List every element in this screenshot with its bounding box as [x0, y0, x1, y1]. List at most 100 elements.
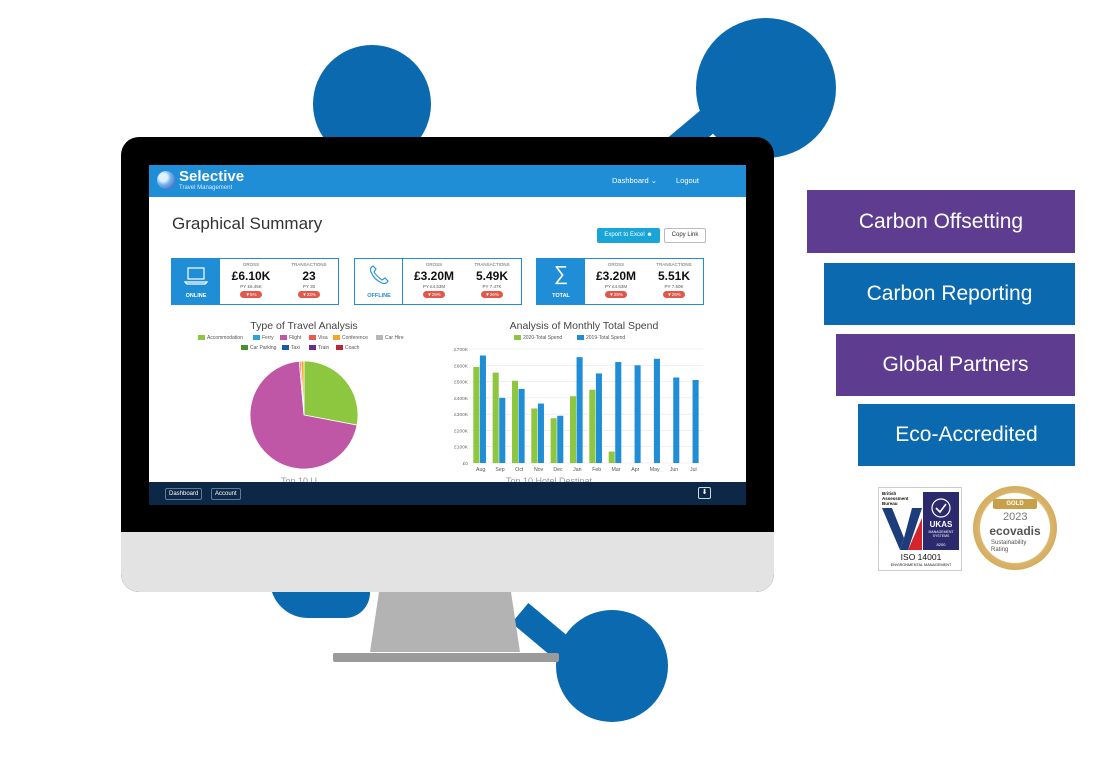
transactions-change-badge: ▼26% — [663, 291, 685, 298]
monitor-stand-neck — [370, 592, 520, 652]
bar-2020-nov[interactable] — [531, 408, 538, 463]
legend-label: Flight — [289, 335, 302, 341]
bar-2019-sep[interactable] — [499, 397, 506, 463]
crown-check-icon — [931, 498, 951, 518]
pie-legend-item[interactable]: Ferry — [253, 335, 274, 341]
bottom-dashboard-button[interactable]: Dashboard — [165, 488, 203, 500]
bar-2019-jun[interactable] — [673, 377, 680, 464]
bar-2020-feb[interactable] — [589, 389, 596, 463]
gross-header: GROSS — [425, 262, 443, 267]
pie-slice-flight[interactable] — [249, 360, 358, 470]
legend-label: 2019-Total Spend — [586, 335, 626, 341]
gold-label: GOLD — [1006, 501, 1024, 507]
kpi-card-total: ∑ TOTAL GROSS £3.20M PY £4.53M ▼29% TRAN… — [536, 258, 704, 305]
nav-dashboard-label: Dashboard — [612, 176, 649, 185]
nav-logout[interactable]: Logout — [676, 176, 699, 185]
legend-label: Coach — [345, 345, 360, 351]
pie-legend-item[interactable]: Car Hire — [376, 335, 404, 341]
transactions-prior-year: PY 7.47K — [482, 284, 502, 289]
x-tick-label: Jan — [573, 467, 581, 473]
cert-bab-line1: British — [882, 491, 897, 496]
pie-legend-item[interactable]: Accommodation — [198, 335, 243, 341]
transactions-value: 23 — [302, 269, 316, 283]
legend-swatch — [198, 335, 205, 341]
x-tick-label: Dec — [553, 467, 563, 473]
legend-label: Ferry — [262, 335, 274, 341]
arrow-down-icon[interactable]: ⬇ — [698, 487, 711, 499]
gross-change-badge: ▼29% — [423, 291, 445, 298]
gross-header: GROSS — [242, 262, 260, 267]
export-excel-button[interactable]: Export to Excel ☻ — [597, 228, 660, 243]
medal-year: 2023 — [1003, 511, 1028, 523]
pie-legend-item[interactable]: Conference — [333, 335, 368, 341]
pie-legend-item[interactable]: Train — [309, 345, 329, 351]
medal-sub2: Rating — [991, 547, 1009, 553]
kpi-card-label: ONLINE — [185, 293, 207, 299]
bar-2019-mar[interactable] — [615, 362, 622, 463]
legend-swatch — [336, 345, 343, 351]
tag-eco-accredited: Eco-Accredited — [858, 404, 1075, 466]
bar-chart-title: Analysis of Monthly Total Spend — [509, 320, 659, 332]
x-tick-label: Jul — [690, 467, 697, 473]
pie-slice-accommodation[interactable] — [303, 360, 359, 426]
legend-label: Accommodation — [207, 335, 243, 341]
kpi-card-side: ∑ TOTAL — [537, 259, 585, 304]
legend-label: Taxi — [291, 345, 300, 351]
brand-subtitle: Travel Management — [179, 185, 233, 191]
pie-legend-item[interactable]: Taxi — [282, 345, 300, 351]
bar-2020-dec[interactable] — [550, 418, 557, 463]
x-tick-label: Oct — [515, 467, 524, 473]
bottom-toolbar: Dashboard Account ⬇ — [149, 482, 746, 505]
transactions-header: TRANSACTIONS — [656, 262, 692, 267]
bar-2019-dec[interactable] — [557, 415, 564, 463]
cert-bab-line2: Assessment — [882, 496, 909, 501]
cert-bab-line3: Bureau — [882, 501, 898, 506]
bar-2019-jul[interactable] — [692, 379, 699, 463]
export-excel-label: Export to Excel — [604, 232, 645, 238]
y-tick-label: £300K — [454, 412, 469, 418]
pie-slice-conference[interactable] — [300, 360, 305, 416]
bar-2019-jan[interactable] — [576, 357, 583, 463]
pie-legend-item[interactable]: Visa — [309, 335, 328, 341]
copy-link-button[interactable]: Copy Link — [664, 228, 706, 243]
bar-2019-may[interactable] — [653, 358, 660, 463]
bar-2020-mar[interactable] — [608, 451, 615, 463]
tag-global-partners: Global Partners — [836, 334, 1075, 396]
transactions-value: 5.51K — [657, 269, 691, 283]
bottom-account-button[interactable]: Account — [211, 488, 241, 500]
gross-change-badge: ▼5% — [240, 291, 262, 298]
tag-carbon-offsetting: Carbon Offsetting — [807, 190, 1075, 253]
bar-2020-sep[interactable] — [492, 372, 499, 463]
transactions-value: 5.49K — [475, 269, 509, 283]
transactions-change-badge: ▼23% — [298, 291, 320, 298]
bar-2019-apr[interactable] — [634, 365, 641, 463]
pie-legend-item[interactable]: Car Parking — [241, 345, 276, 351]
pie-legend-item[interactable]: Flight — [280, 335, 301, 341]
bar-2020-jan[interactable] — [569, 396, 577, 463]
gross-prior-year: PY £4.53M — [422, 284, 446, 289]
bar-2019-oct[interactable] — [518, 388, 525, 463]
bar-2019-aug[interactable] — [479, 355, 486, 463]
ukas-sub: MANAGEMENT SYSTEMS — [928, 530, 954, 538]
legend-swatch — [514, 335, 521, 341]
gross-header: GROSS — [607, 262, 625, 267]
bar-2020-aug[interactable] — [473, 366, 480, 463]
nav-dashboard[interactable]: Dashboard ⌄ — [612, 176, 657, 185]
bar-legend-item[interactable]: 2020-Total Spend — [514, 335, 562, 341]
legend-swatch — [333, 335, 340, 341]
peek-left-title: Top 10 U... — [281, 476, 325, 486]
bar-2019-nov[interactable] — [537, 403, 544, 463]
bar-2020-oct[interactable] — [511, 380, 519, 463]
x-tick-label: Apr — [631, 467, 639, 473]
bar-2019-feb[interactable] — [595, 373, 602, 463]
ecovadis-brand: ecovadis — [989, 524, 1041, 538]
bar-legend-item[interactable]: 2019-Total Spend — [577, 335, 625, 341]
pie-legend-item[interactable]: Coach — [336, 345, 359, 351]
legend-swatch — [282, 345, 289, 351]
sigma-icon: ∑ — [553, 263, 569, 285]
transactions-prior-year: PY 30 — [302, 284, 316, 289]
monitor-stand-base — [333, 653, 559, 662]
laptop-icon — [184, 267, 208, 285]
legend-label: Car Hire — [385, 335, 404, 341]
gross-value: £3.20M — [595, 269, 637, 283]
